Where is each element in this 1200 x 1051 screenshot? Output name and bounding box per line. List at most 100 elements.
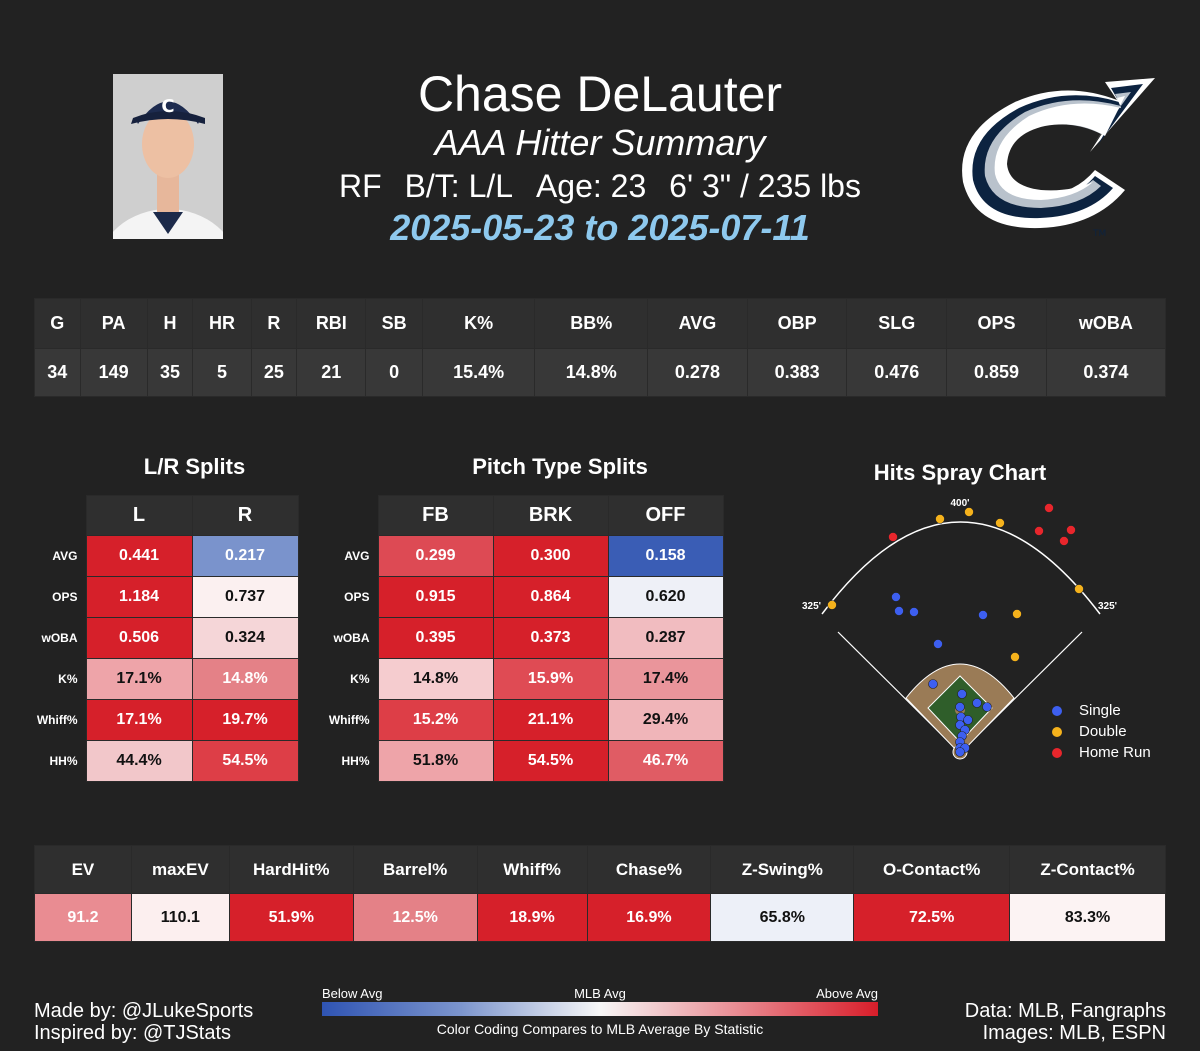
split-cell: 14.8% [377,658,494,700]
spray-hit-marker [891,592,901,602]
split-row-label: AVG [52,549,78,563]
advanced-stat-value: 16.9% [586,893,712,942]
player-name: Chase DeLauter [417,66,783,122]
split-row-label: Whiff% [36,713,78,727]
split-cell: 17.4% [607,658,724,700]
split-cell: 0.915 [377,576,494,618]
split-column-header: BRK [492,495,609,536]
spray-hit-marker [928,679,938,689]
player-photo-icon: C [113,74,223,239]
main-stat-header: OBP [746,298,848,349]
split-cell: 0.300 [492,535,609,577]
legend-dot-icon [1052,705,1062,716]
footer-sources: Data: MLB, Fangraphs Images: MLB, ESPN [965,1000,1166,1044]
clippers-c-logo-icon: TM [962,78,1155,239]
split-cell: 0.299 [377,535,494,577]
advanced-stat-header: Z-Contact% [1009,845,1166,894]
spray-hit-marker [1074,584,1084,594]
main-stat-value: 0.278 [647,348,748,397]
scale-below-label: Below Avg [322,986,383,1001]
footer-credits: Made by: @JLukeSports Inspired by: @TJSt… [34,1000,253,1044]
legend-item: Double [1050,721,1151,742]
split-corner [34,496,86,536]
advanced-stat-header: EV [34,845,132,894]
split-cell: 0.324 [191,617,299,659]
split-cell: 54.5% [191,740,299,782]
main-stat-header: G [34,298,81,349]
summary-subtitle: AAA Hitter Summary [434,122,766,163]
data-source: Data: MLB, Fangraphs [964,1000,1166,1022]
main-stat-header: R [250,298,298,349]
split-row-label: wOBA [41,631,78,645]
split-cell: 17.1% [85,658,193,700]
spray-hit-marker [1059,536,1069,546]
spray-hit-marker [1066,525,1076,535]
split-column-header: L [85,495,193,536]
lr-splits-table: L R AVG 0.441 0.217 OPS 1.184 0.737 wOBA 0.506 0.3… [34,495,299,782]
player-height-weight: 6' 3" / 235 lbs [669,168,861,204]
advanced-stat-value: 91.2 [34,893,132,942]
player-headshot: C [113,74,223,239]
center-distance-label: 400' [950,498,969,509]
advanced-stat-header: maxEV [130,845,230,894]
legend-dot-icon [1052,726,1062,737]
advanced-stat-value: 110.1 [130,893,230,942]
spray-hit-marker [964,507,974,517]
team-logo: TM [945,70,1165,240]
advanced-stat-value: 65.8% [710,893,855,942]
spray-hit-marker [1034,526,1044,536]
split-row-label: wOBA [333,631,370,645]
main-stat-value: 0.859 [946,348,1047,397]
main-stat-value: 0.383 [746,348,848,397]
pitch-splits-table: FB BRK OFF AVG 0.299 0.300 0.158 OPS 0.915 0.864 0… [326,495,724,782]
spray-hit-marker [894,606,904,616]
main-stat-value: 21 [296,348,367,397]
player-age: Age: 23 [535,168,647,204]
split-cell: 0.864 [492,576,609,618]
advanced-stat-header: Chase% [586,845,712,894]
split-cell: 0.620 [607,576,724,618]
spray-hit-marker [1012,609,1022,619]
scale-above-label: Above Avg [816,986,878,1001]
spray-hit-marker [1010,652,1020,662]
player-position: RF [339,168,382,204]
main-stat-header: PA [79,298,148,349]
main-stat-header: K% [421,298,536,349]
main-stat-value: 5 [192,348,252,397]
main-stat-value: 34 [34,348,81,397]
split-cell: 0.158 [607,535,724,577]
pitch-splits-title: Pitch Type Splits [472,454,648,479]
spray-chart-title: Hits Spray Chart [873,460,1047,485]
legend-item: Single [1050,700,1151,721]
spray-hit-marker [978,610,988,620]
split-row-label: HH% [49,754,78,768]
advanced-stat-header: Whiff% [476,845,588,894]
main-stat-header: OPS [946,298,1047,349]
made-by: Made by: @JLukeSports [34,1000,254,1022]
advanced-stat-value: 18.9% [476,893,588,942]
split-cell: 17.1% [85,699,193,741]
spray-hit-marker [909,607,919,617]
main-stat-header: wOBA [1045,298,1167,349]
svg-text:C: C [161,96,174,117]
split-column-header: OFF [607,495,724,536]
split-row-label: K% [350,672,370,686]
split-cell: 29.4% [607,699,724,741]
spray-hit-marker [963,715,973,725]
color-scale: Below Avg MLB Avg Above Avg Color Coding… [322,986,878,1037]
main-stat-header: AVG [647,298,748,349]
split-row-label: Whiff% [328,713,370,727]
split-column-header: R [191,495,299,536]
spray-hit-marker [955,702,965,712]
split-row-label: HH% [341,754,370,768]
main-stat-value: 35 [146,348,194,397]
advanced-stat-header: O-Contact% [853,845,1011,894]
split-cell: 0.287 [607,617,724,659]
main-stat-header: H [146,298,194,349]
split-row-label: OPS [344,590,370,604]
split-cell: 0.441 [85,535,193,577]
advanced-stat-header: Z-Swing% [710,845,855,894]
main-stat-value: 0 [365,348,423,397]
main-stat-value: 25 [250,348,298,397]
split-cell: 0.395 [377,617,494,659]
